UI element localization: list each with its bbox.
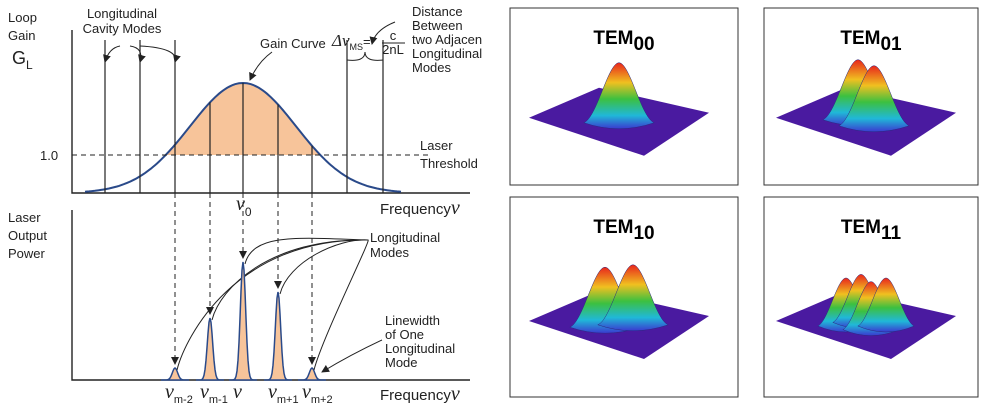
formula-den: 2nL (382, 42, 404, 57)
mode-peak (298, 367, 326, 381)
x-label-part: ν (451, 383, 460, 405)
tem-title-part: TEM (840, 28, 880, 49)
annotation: Distance (412, 4, 463, 19)
tem-lobe (597, 264, 669, 331)
mode-peak (264, 291, 292, 381)
tem-title: TEM11 (841, 217, 902, 244)
y-label: Laser (8, 210, 41, 225)
annotation: Modes (370, 245, 410, 260)
mode-label-part: m-1 (209, 394, 228, 406)
annotation: Laser (420, 138, 453, 153)
center-label-part: ν (236, 193, 245, 215)
arrow (176, 239, 369, 371)
tem-title-part: TEM (593, 217, 633, 238)
y-symbol-part: G (12, 48, 26, 68)
arrow (211, 239, 369, 321)
annotation: Longitudinal (87, 6, 157, 21)
mode-label: νm+1 (268, 381, 299, 406)
arrow (129, 45, 146, 63)
mode-label-part: ν (165, 381, 174, 403)
x-label: Frequencyν (380, 197, 460, 219)
mode-label-part: ν (302, 381, 311, 403)
x-label-part: Frequency (380, 201, 451, 218)
mode-label-part: ν (200, 381, 209, 403)
annotation: Mode (385, 355, 418, 370)
mode-label: νm-2 (165, 381, 193, 406)
tem-title-part: 10 (633, 223, 654, 244)
tem-lobe (583, 62, 655, 129)
mode-label-part: m+1 (277, 394, 299, 406)
arrow (244, 237, 369, 265)
annotation: of One (385, 327, 424, 342)
annotation: Longitudinal (370, 230, 440, 245)
power-axes (71, 210, 470, 381)
arrow (321, 339, 383, 373)
x-label-part: ν (451, 197, 460, 219)
arrow (369, 21, 396, 45)
mode-peak (229, 261, 257, 381)
annotation: Longitudinal (412, 46, 482, 61)
arrow (279, 239, 369, 295)
axes (71, 30, 470, 381)
y-label: Power (8, 246, 46, 261)
formula: ΔνMS= (331, 31, 371, 52)
tem-title: TEM01 (840, 28, 902, 55)
tem-lobe (838, 65, 910, 132)
mode-label: ν (233, 381, 242, 403)
annotation: Longitudinal (385, 341, 455, 356)
annotation: Threshold (420, 156, 478, 171)
tem-title-part: 01 (880, 34, 902, 55)
center-label-part: 0 (245, 205, 252, 219)
tem-title-part: 00 (633, 34, 654, 55)
annotation: Cavity Modes (83, 21, 162, 36)
arrow (249, 51, 273, 81)
mode-label: νm-1 (200, 381, 228, 406)
arrow (103, 45, 121, 63)
x-label: Frequencyν (380, 383, 460, 405)
arrow (313, 239, 369, 371)
y-symbol-part: L (26, 58, 33, 72)
tem-title: TEM00 (593, 28, 654, 55)
y-label: Output (8, 228, 47, 243)
mode-label-part: ν (233, 381, 242, 403)
y-label: Gain (8, 28, 35, 43)
tem-title-part: 11 (881, 223, 902, 244)
formula-part: = (363, 34, 371, 49)
mode-peak (196, 317, 224, 381)
mode-peak (161, 367, 189, 381)
mode-label-part: m+2 (311, 394, 333, 406)
annotation: Modes (412, 60, 452, 75)
formula-num: c (390, 28, 397, 43)
annotation: two Adjacen (412, 32, 482, 47)
formula-part: Δν (331, 31, 350, 50)
gain-axes (71, 30, 470, 194)
tem-title-part: TEM (593, 28, 633, 49)
threshold-value: 1.0 (40, 148, 58, 163)
y-label: Loop (8, 10, 37, 25)
center-label: ν0 (236, 193, 252, 219)
annotation: Linewidth (385, 313, 440, 328)
mode-label-part: m-2 (174, 394, 193, 406)
formula-part: MS (350, 42, 364, 52)
mode-label-part: ν (268, 381, 277, 403)
arrow (139, 45, 181, 63)
bracket (346, 51, 384, 61)
annotation: Between (412, 18, 463, 33)
tem-title: TEM10 (593, 217, 654, 244)
tem-lobe (857, 277, 915, 333)
annotation: Gain Curve (260, 36, 326, 51)
x-label-part: Frequency (380, 387, 451, 404)
mode-label: νm+2 (302, 381, 333, 406)
tem-title-part: TEM (841, 217, 881, 238)
y-symbol: GL (12, 48, 33, 72)
